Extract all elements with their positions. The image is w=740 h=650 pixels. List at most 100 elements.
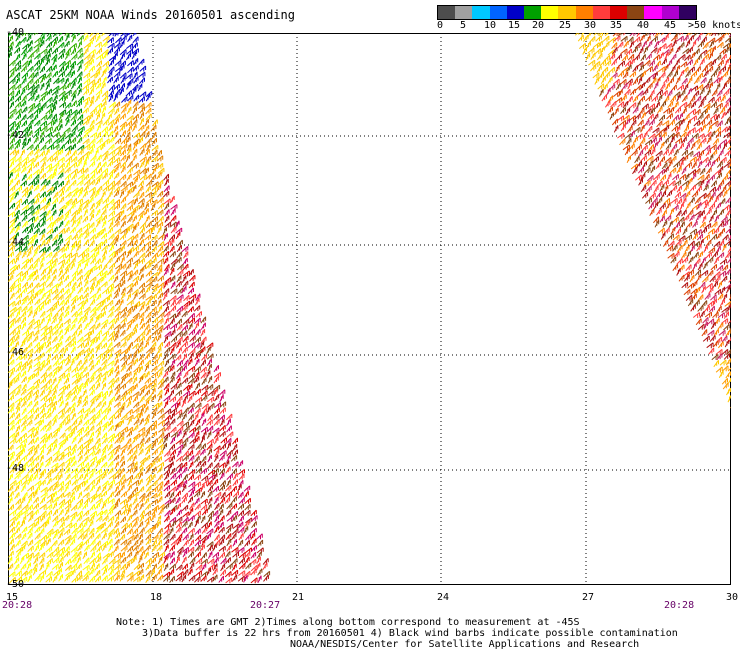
wind-barb (113, 83, 120, 91)
wind-barb (114, 305, 121, 313)
wind-barb (14, 335, 20, 343)
wind-barb (699, 281, 706, 289)
wind-barb (76, 414, 84, 420)
wind-barb (126, 204, 133, 212)
wind-barb (9, 66, 17, 73)
wind-barb (89, 208, 95, 217)
wind-barb (133, 301, 140, 308)
wind-barb (57, 35, 64, 44)
wind-barb (244, 503, 251, 511)
wind-barb (26, 113, 34, 120)
wind-barb (725, 209, 731, 217)
wind-barb (643, 46, 648, 54)
wind-barb (52, 546, 60, 554)
wind-barb (219, 497, 226, 505)
wind-barb (639, 34, 645, 42)
wind-barb (15, 292, 22, 300)
wind-barb (21, 53, 27, 61)
wind-barb (138, 527, 145, 535)
wind-barb (102, 172, 108, 180)
wind-barb (71, 53, 78, 61)
wind-barb (125, 181, 133, 188)
wind-barb (226, 473, 233, 480)
wind-barb (699, 137, 707, 145)
wind-barb (21, 234, 29, 241)
wind-barb (107, 293, 112, 301)
wind-barb (176, 449, 182, 457)
wind-barb (138, 312, 145, 320)
wind-barb (710, 263, 717, 271)
wind-barb (77, 148, 84, 156)
wind-barb (125, 226, 130, 235)
wind-barb (151, 216, 158, 223)
wind-barb (164, 408, 172, 415)
wind-barb (57, 233, 63, 242)
wind-barb (33, 394, 39, 402)
wind-barb (620, 35, 628, 42)
wind-barb (206, 462, 213, 470)
wind-barb (181, 246, 189, 253)
wind-barb (33, 304, 40, 312)
wind-barb (107, 76, 113, 84)
wind-barb (89, 227, 96, 234)
wind-barb (150, 306, 157, 314)
wind-barb (667, 252, 675, 259)
wind-barb (94, 366, 102, 374)
wind-barb (51, 323, 59, 331)
wind-barb (106, 299, 114, 307)
wind-barb (108, 330, 115, 338)
wind-barb (137, 210, 145, 217)
wind-barb (32, 502, 39, 510)
wind-barb (126, 571, 134, 578)
wind-barb (188, 268, 194, 277)
wind-barb (51, 283, 59, 290)
wind-barb (83, 232, 90, 240)
wind-barb (114, 215, 121, 223)
wind-barb (698, 33, 705, 37)
wind-barb (119, 484, 125, 492)
wind-barb (188, 455, 195, 463)
wind-barb (132, 454, 137, 463)
wind-barb (176, 412, 183, 420)
wind-barb (181, 310, 188, 318)
wind-barb (132, 148, 138, 156)
wind-barb (133, 533, 139, 541)
wind-barb (672, 70, 678, 78)
wind-barb (120, 214, 127, 222)
wind-barb (630, 119, 637, 127)
wind-barb (182, 549, 188, 558)
wind-barb (132, 101, 139, 109)
wind-barb (696, 142, 702, 151)
wind-barb (162, 442, 167, 451)
wind-barb (632, 65, 638, 73)
wind-barb (95, 34, 101, 43)
wind-barb (667, 101, 674, 109)
wind-barb (679, 221, 685, 229)
wind-barb (32, 113, 39, 122)
wind-barb (145, 474, 152, 481)
wind-barb (107, 382, 114, 390)
wind-barb (708, 305, 715, 313)
wind-barb (676, 166, 682, 174)
wind-barb (101, 33, 107, 37)
wind-barb (100, 100, 107, 108)
wind-barb (100, 161, 107, 169)
wind-barb (82, 443, 89, 450)
wind-barb (120, 405, 125, 414)
wind-barb (76, 262, 81, 271)
wind-barb (20, 466, 26, 474)
wind-barb (58, 443, 63, 451)
wind-barb (46, 173, 53, 181)
wind-barb (151, 486, 158, 493)
wind-barb (188, 414, 194, 422)
wind-barb (659, 202, 666, 210)
wind-barb (690, 142, 696, 151)
wind-barb (132, 233, 139, 241)
wind-barb (51, 491, 57, 499)
wind-barb (188, 515, 195, 522)
wind-barb (15, 576, 22, 583)
wind-barb (113, 94, 118, 102)
wind-barb (666, 71, 673, 79)
wind-barb (681, 77, 688, 85)
wind-barb (120, 130, 126, 138)
